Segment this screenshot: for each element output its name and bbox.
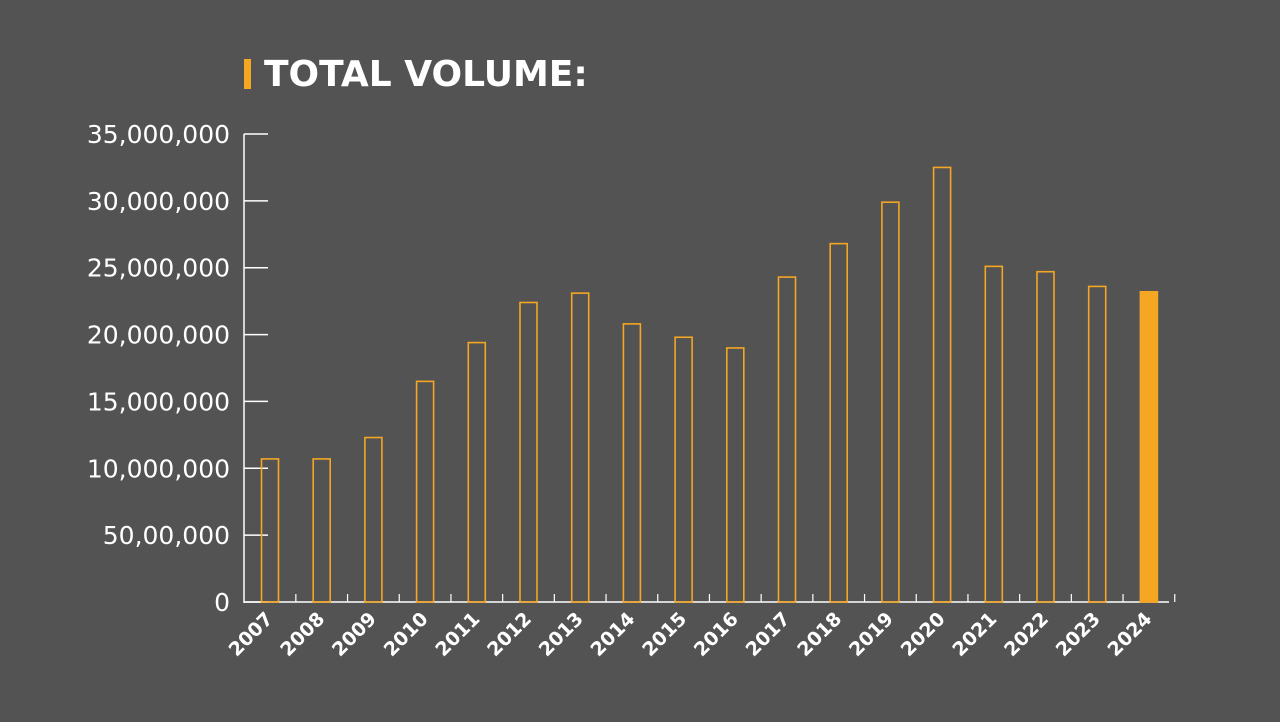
bar-2022 [1036, 270, 1055, 603]
bar-2015 [674, 336, 693, 603]
x-tick-label: 2023 [1052, 608, 1105, 661]
y-tick-label: 35,000,000 [87, 120, 230, 149]
bar-2023 [1087, 285, 1107, 603]
x-tick-label: 2015 [638, 608, 691, 661]
x-tick-label: 2013 [535, 608, 588, 661]
x-tick-label: 2014 [586, 608, 639, 661]
bar-2021 [984, 265, 1004, 603]
bar-2016 [725, 347, 745, 603]
x-tick-label: 2009 [328, 608, 381, 661]
x-tick-label: 2007 [225, 608, 278, 661]
x-tick-label: 2021 [948, 608, 1001, 661]
bar-2012 [519, 301, 538, 603]
bar-2008 [312, 458, 332, 603]
y-tick-label: 25,000,000 [87, 254, 230, 283]
x-tick-label: 2012 [483, 608, 536, 661]
bar-2018 [829, 242, 849, 603]
x-tick-label: 2010 [380, 608, 433, 661]
x-tick-label: 2020 [897, 608, 950, 661]
bar-2013 [570, 292, 590, 603]
bar-2011 [467, 341, 487, 603]
x-tick-label: 2019 [845, 608, 898, 661]
x-tick-label: 2022 [1000, 608, 1053, 661]
y-tick-label: 20,000,000 [87, 321, 230, 350]
y-tick-label: 0 [214, 588, 230, 617]
title-accent-bar [244, 59, 251, 89]
y-tick-label: 50,00,000 [103, 521, 230, 550]
x-tick-label: 2017 [742, 608, 795, 661]
bar-2019 [881, 201, 900, 603]
x-tick-label: 2018 [793, 608, 846, 661]
bar-2010 [415, 380, 435, 603]
bar-2007 [260, 458, 280, 603]
bar-2009 [364, 436, 383, 603]
bar-2024 [1139, 290, 1159, 603]
x-tick-label: 2011 [431, 608, 484, 661]
x-tick-label: 2024 [1103, 608, 1156, 661]
y-tick-label: 15,000,000 [87, 387, 230, 416]
y-tick-label: 30,000,000 [87, 187, 230, 216]
bar-2017 [777, 276, 797, 603]
chart-title: TOTAL VOLUME: [244, 52, 588, 96]
x-tick-label: 2016 [690, 608, 743, 661]
chart-title-text: TOTAL VOLUME: [264, 53, 588, 95]
y-tick-label: 10,000,000 [87, 454, 230, 483]
bar-2020 [932, 166, 952, 603]
bar-2014 [622, 323, 642, 603]
x-tick-label: 2008 [276, 608, 329, 661]
